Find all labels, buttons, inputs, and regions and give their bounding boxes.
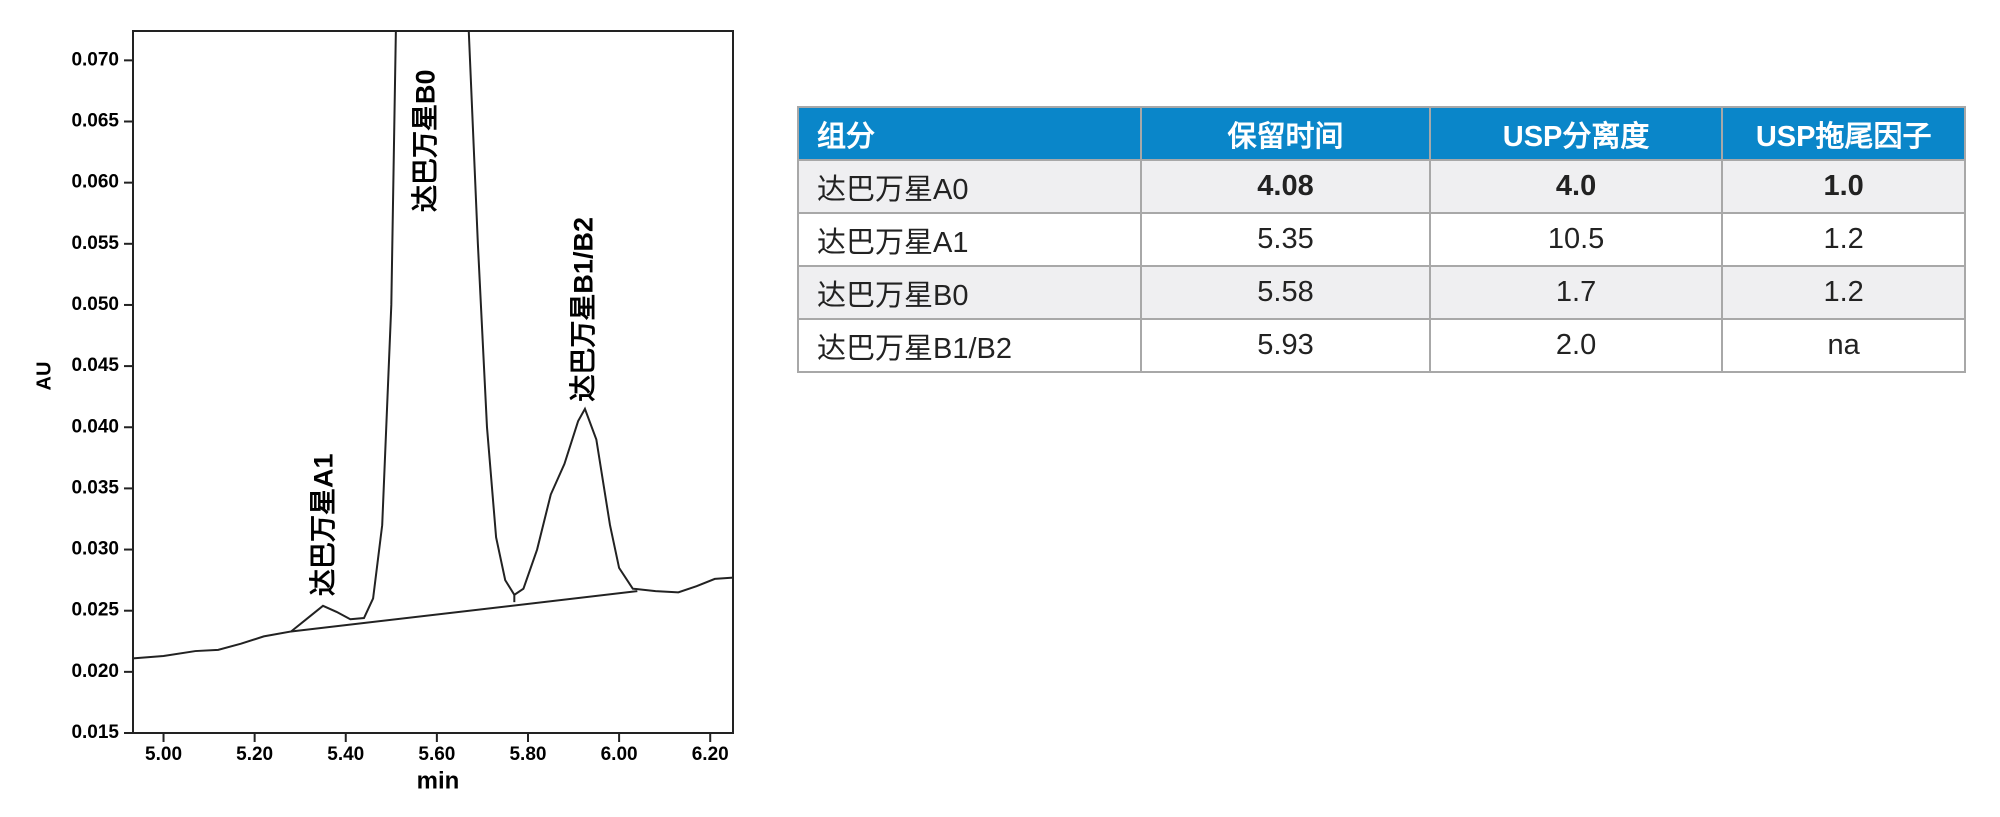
table-row: 达巴万星B0 5.58 1.7 1.2: [796, 265, 1966, 320]
y-tick-label: 0.055: [71, 233, 119, 254]
x-tick-label: 5.20: [236, 744, 273, 765]
table-cell: 4.08: [1140, 159, 1431, 214]
y-tick-label: 0.030: [71, 539, 119, 560]
table-cell: 5.93: [1140, 318, 1431, 373]
table-cell: 5.58: [1140, 265, 1431, 320]
x-tick-label: 5.40: [327, 744, 364, 765]
table-cell: na: [1721, 318, 1966, 373]
peak-label: 达巴万星B1/B2: [569, 217, 599, 402]
table-cell: 1.0: [1721, 159, 1966, 214]
y-tick-label: 0.050: [71, 294, 119, 315]
table-cell: 达巴万星B1/B2: [796, 318, 1143, 373]
x-tick-label: 5.80: [509, 744, 546, 765]
y-axis-label: AU: [33, 362, 55, 391]
peak-label: 达巴万星A1: [308, 454, 338, 597]
table-cell: 1.2: [1721, 265, 1966, 320]
y-tick-label: 0.045: [71, 355, 119, 376]
header-row: 组分 保留时间 USP分离度 USP拖尾因子: [796, 106, 1966, 161]
header-cell: 组分: [796, 106, 1143, 161]
header-cell: 保留时间: [1140, 106, 1431, 161]
header-cell: USP分离度: [1428, 106, 1724, 161]
plot-area: [133, 31, 733, 660]
x-tick-label: 5.00: [145, 744, 182, 765]
y-tick-label: 0.060: [71, 172, 119, 193]
y-tick-label: 0.070: [71, 49, 119, 70]
table-row: 达巴万星A1 5.35 10.5 1.2: [796, 212, 1966, 267]
x-tick-label: 6.20: [692, 744, 729, 765]
table-cell: 达巴万星A0: [796, 159, 1143, 214]
y-tick-label: 0.035: [71, 477, 119, 498]
table-cell: 达巴万星B0: [796, 265, 1143, 320]
table-row: 达巴万星B1/B2 5.93 2.0 na: [796, 318, 1966, 373]
header-cell: USP拖尾因子: [1721, 106, 1966, 161]
table-cell: 4.0: [1428, 159, 1724, 214]
y-tick-label: 0.025: [71, 600, 119, 621]
plot-frame: [132, 30, 734, 734]
results-table: 组分 保留时间 USP分离度 USP拖尾因子 达巴万星A0 4.08 4.0 1.0 达巴万星A…: [796, 106, 1966, 373]
x-axis-label: min: [417, 767, 460, 794]
table-row: 达巴万星A0 4.08 4.0 1.0: [796, 159, 1966, 214]
y-tick-label: 0.015: [71, 722, 119, 743]
table-cell: 1.7: [1428, 265, 1724, 320]
chart: AU min 0.015 0.020 0.025 0.030 0.035 0.040 0.0…: [33, 30, 734, 794]
x-tick-label: 5.60: [418, 744, 455, 765]
x-tick-label: 6.00: [601, 744, 638, 765]
table-cell: 1.2: [1721, 212, 1966, 267]
table-cell: 达巴万星A1: [796, 212, 1143, 267]
y-tick-label: 0.040: [71, 416, 119, 437]
y-tick-label: 0.020: [71, 661, 119, 682]
chromatogram-trace: [133, 31, 733, 660]
table-cell: 10.5: [1428, 212, 1724, 267]
table-cell: 5.35: [1140, 212, 1431, 267]
integration-baseline: [290, 590, 638, 633]
y-tick-label: 0.065: [71, 111, 119, 132]
peak-label: 达巴万星B0: [410, 69, 440, 212]
table-cell: 2.0: [1428, 318, 1724, 373]
